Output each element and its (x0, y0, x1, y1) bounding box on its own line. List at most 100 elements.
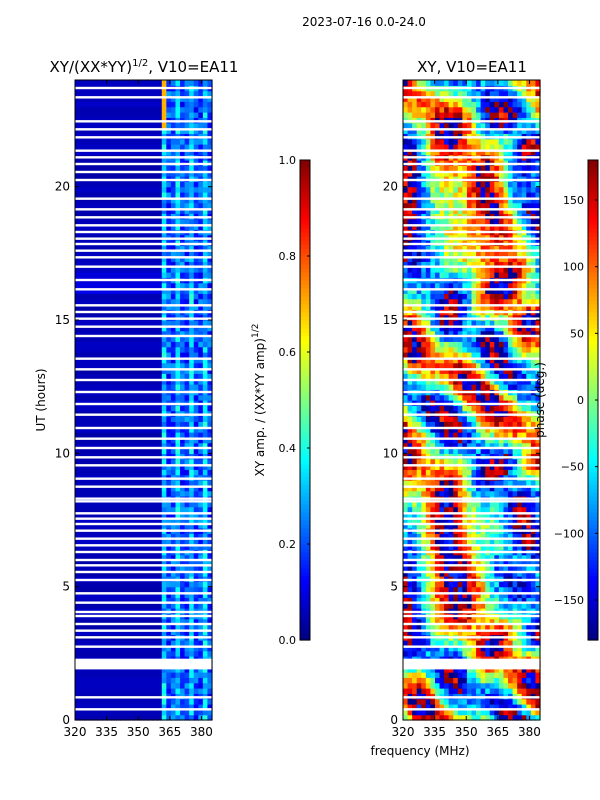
amplitude-cell (166, 245, 172, 252)
amplitude-cell (161, 490, 167, 497)
amplitude-cell (88, 544, 94, 550)
phase-cell (521, 581, 527, 588)
amplitude-cell (75, 538, 81, 545)
phase-cell (462, 581, 468, 588)
amplitude-cell (111, 533, 117, 540)
amplitude-cell (88, 128, 94, 134)
amplitude-cell (111, 432, 117, 438)
amplitude-cell (180, 202, 186, 209)
amplitude-cell (175, 709, 181, 716)
amplitude-cell (102, 90, 108, 97)
amplitude-cell (84, 490, 90, 497)
amplitude-cell (75, 106, 81, 113)
amplitude-cell (166, 282, 172, 289)
amplitude-cell (138, 704, 145, 710)
amplitude-colorbar-step (300, 284, 310, 289)
amplitude-cell (198, 341, 204, 348)
amplitude-cell (125, 122, 131, 129)
amplitude-cell (180, 426, 186, 433)
amplitude-cell (170, 256, 177, 262)
amplitude-cell (143, 688, 149, 694)
phase-cell (517, 672, 523, 678)
amplitude-cell (79, 192, 85, 198)
phase-cell (403, 682, 409, 689)
amplitude-cell (97, 554, 103, 561)
amplitude-colorbar-step (300, 388, 310, 393)
amplitude-cell (120, 138, 126, 145)
amplitude-cell (97, 544, 103, 550)
amplitude-colorbar-step (300, 560, 310, 565)
amplitude-cell (116, 170, 122, 177)
amplitude-colorbar-step (300, 240, 310, 245)
phase-cell (444, 709, 450, 716)
amplitude-cell (88, 144, 94, 150)
phase-cell (425, 592, 431, 598)
amplitude-cell (193, 629, 199, 636)
amplitude-colorbar-step (300, 212, 310, 217)
amplitude-cell (88, 298, 94, 305)
amplitude-cell (202, 256, 209, 262)
amplitude-cell (93, 592, 99, 598)
amplitude-cell (143, 426, 149, 433)
amplitude-cell (202, 533, 209, 540)
amplitude-cell (88, 373, 94, 380)
amplitude-cell (166, 186, 172, 193)
amplitude-cell (102, 416, 108, 422)
amplitude-cell (175, 192, 181, 198)
amplitude-cell (198, 405, 204, 412)
amplitude-cell (193, 357, 199, 364)
amplitude-cell (207, 346, 213, 353)
amplitude-colorbar-step (300, 380, 310, 385)
amplitude-cell (189, 432, 195, 438)
amplitude-cell (157, 293, 163, 300)
amplitude-cell (75, 650, 81, 657)
amplitude-cell (184, 144, 190, 150)
amplitude-cell (97, 256, 103, 262)
amplitude-cell (120, 112, 126, 118)
amplitude-cell (75, 357, 81, 364)
phase-cell (517, 629, 523, 636)
amplitude-cell (102, 464, 108, 470)
amplitude-cell (138, 640, 145, 646)
phase-cell (462, 597, 468, 604)
amplitude-cell (193, 341, 199, 348)
amplitude-cell (134, 421, 140, 428)
phase-cell (489, 645, 495, 652)
amplitude-cell (79, 485, 85, 492)
amplitude-cell (88, 346, 94, 353)
phase-cell (498, 629, 505, 636)
amplitude-cell (84, 250, 90, 257)
flagged-gap (75, 512, 212, 515)
amplitude-cell (75, 170, 81, 177)
amplitude-cell (152, 533, 158, 540)
amplitude-cell (202, 320, 209, 326)
amplitude-cell (184, 208, 190, 214)
amplitude-cell (111, 517, 117, 524)
amplitude-cell (189, 560, 195, 566)
amplitude-cell (125, 570, 131, 577)
amplitude-cell (138, 250, 145, 257)
amplitude-cell (161, 272, 167, 278)
amplitude-cell (198, 218, 204, 225)
amplitude-cell (161, 122, 167, 129)
amplitude-cell (84, 629, 90, 636)
amplitude-cell (116, 709, 122, 716)
amplitude-cell (84, 96, 90, 102)
amplitude-cell (88, 394, 94, 401)
amplitude-cell (84, 362, 90, 369)
amplitude-cell (138, 325, 145, 332)
phase-cell (503, 570, 509, 577)
amplitude-cell (202, 464, 209, 470)
amplitude-cell (134, 272, 140, 278)
amplitude-colorbar-step (300, 228, 310, 233)
amplitude-cell (189, 698, 195, 705)
amplitude-cell (189, 570, 195, 577)
amplitude-cell (129, 522, 135, 529)
amplitude-cell (207, 352, 213, 358)
amplitude-cell (116, 533, 122, 540)
amplitude-cell (180, 704, 186, 710)
flagged-gap (75, 592, 212, 595)
amplitude-cell (134, 480, 140, 486)
amplitude-cell (207, 645, 213, 652)
